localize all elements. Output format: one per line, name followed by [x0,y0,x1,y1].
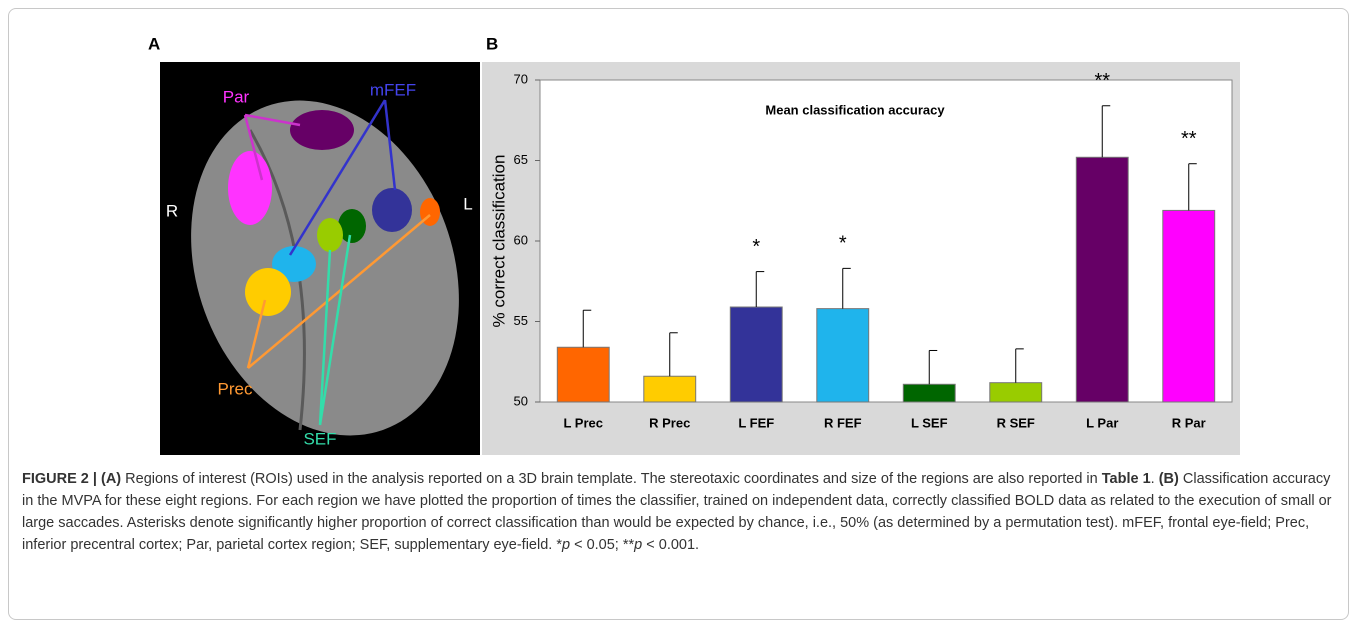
figure: A B Par mFEF R L Prec SEF Mean classific… [0,0,1357,462]
bar [903,384,955,402]
side-label: R [166,201,178,220]
y-tick-label: 55 [514,313,528,328]
side-label: L [463,194,472,213]
bar [730,307,782,402]
x-tick-label: L FEF [738,415,774,430]
y-tick-label: 65 [514,152,528,167]
caption-text: FIGURE 2 | (A) [22,471,121,487]
bar [817,309,869,402]
x-tick-label: L Prec [563,415,603,430]
brain-panel: Par mFEF R L Prec SEF [146,62,504,462]
chart-title: Mean classification accuracy [765,102,945,117]
bar [1076,157,1128,402]
x-tick-label: R FEF [824,415,862,430]
region-label: SEF [303,429,336,448]
caption-text: p [562,537,570,553]
x-tick-label: R Prec [649,415,690,430]
caption-text: Regions of interest (ROIs) used in the a… [121,471,1102,487]
caption: FIGURE 2 | (A) Regions of interest (ROIs… [22,468,1340,556]
roi [372,188,412,232]
significance-label: * [752,236,760,258]
y-tick-label: 50 [514,393,528,408]
bar [557,347,609,402]
significance-label: ** [1181,128,1197,150]
region-label: Par [223,87,250,106]
y-tick-label: 70 [514,71,528,86]
bar [990,383,1042,402]
region-label: Prec [218,379,253,398]
roi [290,110,354,150]
page: A B Par mFEF R L Prec SEF Mean classific… [0,0,1357,627]
caption-text: < 0.05; ** [570,537,634,553]
x-tick-label: R Par [1172,415,1206,430]
panel-label: B [486,34,498,53]
bar [644,376,696,402]
significance-label: ** [1094,70,1110,92]
panel-label: A [148,34,160,53]
roi [317,218,343,252]
region-label: mFEF [370,80,416,99]
x-tick-label: L Par [1086,415,1118,430]
x-tick-label: R SEF [997,415,1035,430]
roi [245,268,291,316]
roi [228,151,272,225]
y-tick-label: 60 [514,232,528,247]
y-axis-label: % correct classification [489,155,508,328]
x-tick-label: L SEF [911,415,948,430]
caption-text: < 0.001. [642,537,699,553]
caption-text: . [1151,471,1159,487]
caption-text: Table 1 [1102,471,1151,487]
significance-label: * [839,233,847,255]
bar [1163,210,1215,402]
caption-text: (B) [1159,471,1179,487]
